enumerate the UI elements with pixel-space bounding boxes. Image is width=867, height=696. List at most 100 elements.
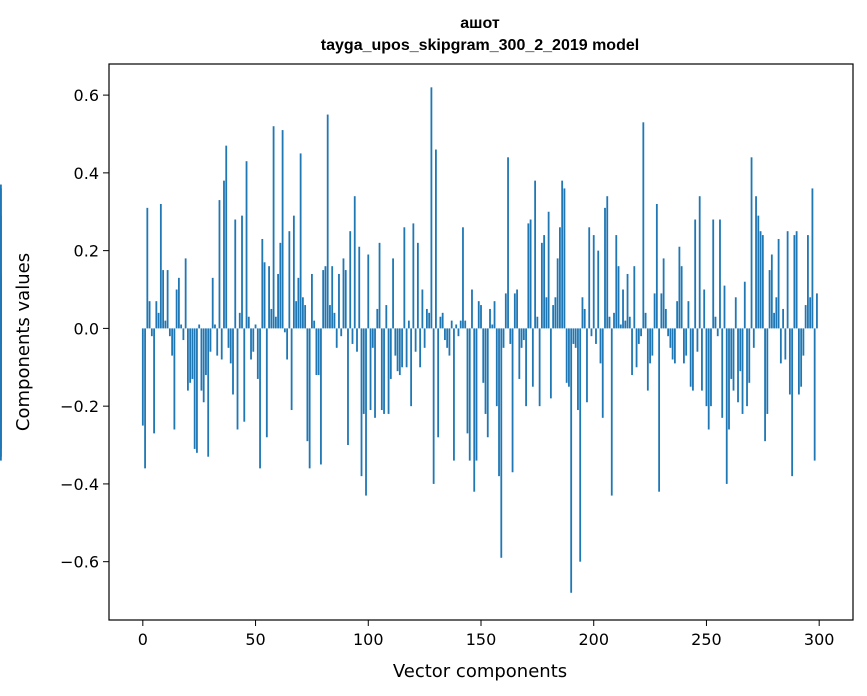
bar-96 (358, 246, 361, 329)
bar-99 (365, 328, 367, 496)
bar-118 (407, 320, 410, 329)
bar-102 (371, 328, 374, 348)
bar-248 (701, 328, 703, 391)
bar-265 (739, 328, 742, 372)
bar-63 (283, 328, 286, 333)
bar-24 (196, 328, 198, 453)
bar-28 (205, 328, 207, 376)
bar-83 (329, 305, 331, 329)
bar-156 (493, 301, 496, 329)
bar-140 (457, 328, 460, 337)
x-tick-label: 0 (138, 630, 148, 649)
bar-267 (743, 281, 746, 329)
bar-208 (610, 328, 613, 496)
bar-275 (761, 235, 764, 329)
bar-3 (148, 301, 151, 329)
bar-272 (755, 196, 757, 329)
bar-49 (252, 328, 255, 352)
bar-149 (477, 301, 480, 329)
bar-153 (486, 328, 489, 438)
bar-18 (182, 328, 185, 341)
bar-0 (141, 328, 144, 426)
bar-42 (236, 328, 239, 430)
bar-205 (604, 207, 606, 329)
bar-91 (347, 328, 349, 446)
x-tick-label: 250 (691, 630, 722, 649)
bar-100 (367, 254, 370, 329)
bar-143 (464, 320, 467, 329)
bar-131 (437, 328, 440, 438)
bar-288 (791, 328, 794, 477)
bar-237 (676, 301, 679, 329)
bar-144 (466, 328, 469, 434)
bar-221 (640, 328, 642, 337)
bar-undefined (0, 277, 2, 329)
bar-206 (606, 196, 609, 329)
bar-108 (385, 305, 388, 329)
chart-title: ашот (460, 15, 500, 32)
bar-255 (716, 328, 719, 337)
bar-279 (770, 254, 773, 329)
bar-148 (475, 328, 478, 461)
bar-192 (574, 328, 577, 348)
bar-204 (601, 328, 604, 418)
bar-254 (714, 316, 717, 329)
bar-113 (396, 328, 399, 372)
bar-43 (238, 312, 241, 329)
x-tick-label: 200 (578, 630, 609, 649)
bar-246 (696, 328, 699, 352)
bar-290 (795, 231, 798, 329)
bar-243 (689, 328, 692, 387)
bar-30 (209, 328, 212, 352)
bar-84 (331, 266, 334, 329)
bar-85 (333, 312, 336, 329)
bar-2 (146, 207, 149, 329)
bar-73 (306, 328, 309, 442)
bar-170 (525, 328, 527, 407)
bar-235 (671, 328, 674, 360)
bar-29 (207, 328, 210, 457)
bar-239 (680, 266, 683, 329)
bar-167 (518, 328, 521, 379)
bar-105 (378, 242, 381, 329)
bar-273 (757, 215, 760, 329)
bar-165 (513, 293, 516, 329)
bar-56 (268, 266, 270, 329)
bar-198 (588, 227, 591, 329)
y-tick-label: −0.4 (60, 475, 99, 494)
bar-25 (198, 324, 201, 329)
bar-238 (678, 246, 681, 329)
bar-264 (737, 328, 739, 403)
bar-215 (626, 273, 629, 329)
bar-261 (730, 328, 733, 379)
bar-92 (349, 231, 352, 329)
bar-70 (299, 153, 302, 329)
bar-58 (272, 126, 275, 329)
bar-135 (446, 328, 449, 348)
bar-98 (362, 328, 365, 414)
bar-252 (710, 328, 712, 407)
bar-6 (155, 301, 158, 329)
bar-134 (444, 328, 446, 341)
bar-259 (725, 328, 728, 484)
bar-197 (586, 328, 588, 403)
bar-110 (389, 328, 392, 379)
bar-38 (227, 328, 230, 348)
bar-119 (410, 328, 413, 407)
bar-257 (721, 328, 724, 418)
chart-subtitle: tayga_upos_skipgram_300_2_2019 model (321, 37, 639, 54)
bar-116 (403, 227, 406, 329)
bar-186 (561, 180, 564, 329)
bar-106 (380, 328, 383, 411)
bar-187 (563, 188, 566, 329)
bar-194 (579, 328, 582, 562)
bar-34 (218, 200, 221, 329)
bar-295 (807, 235, 809, 329)
bar-95 (356, 328, 358, 352)
bar-162 (507, 157, 509, 329)
x-tick-label: 150 (466, 630, 497, 649)
bar-93 (351, 328, 354, 344)
bar-53 (261, 238, 264, 329)
bar-136 (448, 328, 451, 356)
bar-151 (482, 328, 485, 383)
